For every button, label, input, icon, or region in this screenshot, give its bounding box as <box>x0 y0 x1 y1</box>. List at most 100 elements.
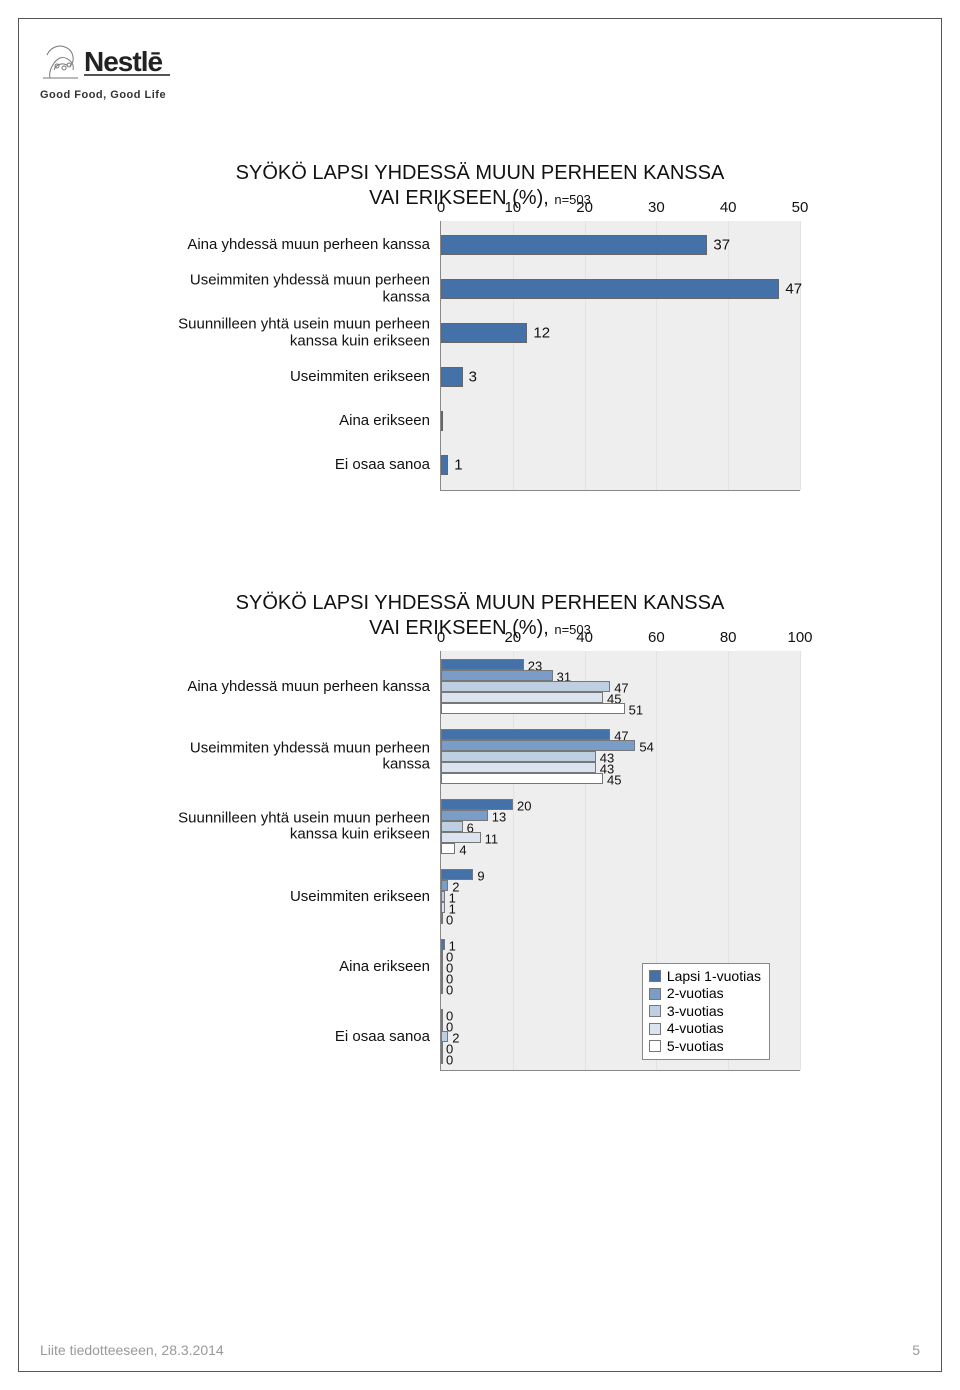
chart1-bar <box>441 411 443 431</box>
legend-item: 5-vuotias <box>649 1038 761 1056</box>
chart1-title-line1: SYÖKÖ LAPSI YHDESSÄ MUUN PERHEEN KANSSA <box>236 162 725 184</box>
chart2-value-label: 9 <box>477 869 484 882</box>
chart2-bar <box>441 681 610 692</box>
legend-label: 2-vuotias <box>667 985 724 1003</box>
footer-page-number: 5 <box>912 1342 920 1358</box>
legend-item: 2-vuotias <box>649 985 761 1003</box>
chart2-bar <box>441 703 625 714</box>
chart1-title: SYÖKÖ LAPSI YHDESSÄ MUUN PERHEEN KANSSA … <box>160 161 800 211</box>
chart1-value-label: 3 <box>469 369 477 386</box>
legend-item: Lapsi 1-vuotias <box>649 968 761 986</box>
chart1-xtick: 40 <box>720 199 737 216</box>
chart1-plot-area: 0102030405037471231 <box>440 221 800 491</box>
legend-swatch <box>649 988 661 1000</box>
chart2-value-label: 51 <box>629 703 643 716</box>
chart1-category-label: Useimmiten yhdessä muun perheen kanssa <box>154 273 430 306</box>
chart2-bar <box>441 902 445 913</box>
chart2-bar <box>441 1053 443 1064</box>
footer-left: Liite tiedotteeseen, 28.3.2014 <box>40 1342 224 1358</box>
chart2-value-label: 0 <box>446 983 453 996</box>
chart2-category-label: Useimmiten yhdessä muun perheen kanssa <box>154 740 430 773</box>
legend-swatch <box>649 1040 661 1052</box>
chart1-bar <box>441 235 707 255</box>
chart2-legend: Lapsi 1-vuotias2-vuotias3-vuotias4-vuoti… <box>642 963 770 1061</box>
chart2-plot-area: 0204060801002331474551475443434520136114… <box>440 651 800 1071</box>
chart1-category-label: Aina erikseen <box>154 413 430 430</box>
chart1-value-label: 37 <box>713 237 730 254</box>
legend-swatch <box>649 970 661 982</box>
chart1-gridline <box>585 221 586 490</box>
chart1-xtick: 30 <box>648 199 665 216</box>
chart2-category-label: Suunnilleen yhtä usein muun perheen kans… <box>154 810 430 843</box>
chart2-bar <box>441 880 448 891</box>
chart1-category-label: Aina yhdessä muun perheen kanssa <box>154 237 430 254</box>
chart2-bar <box>441 659 524 670</box>
chart2-bar <box>441 751 596 762</box>
chart2-gridline <box>800 651 801 1070</box>
legend-label: 4-vuotias <box>667 1020 724 1038</box>
chart2-bar <box>441 821 463 832</box>
chart2-xtick: 100 <box>787 629 812 646</box>
chart2-bar <box>441 729 610 740</box>
chart1-xtick: 10 <box>504 199 521 216</box>
legend-label: 3-vuotias <box>667 1003 724 1021</box>
chart2-value-label: 2 <box>452 1031 459 1044</box>
logo-block: Nestlē Good Food, Good Life <box>40 40 920 101</box>
chart2-value-label: 11 <box>485 832 499 845</box>
chart2-category-label: Aina yhdessä muun perheen kanssa <box>154 678 430 695</box>
chart2-title: SYÖKÖ LAPSI YHDESSÄ MUUN PERHEEN KANSSA … <box>160 591 800 641</box>
chart1-gridline <box>513 221 514 490</box>
chart2-plot: 0204060801002331474551475443434520136114… <box>160 651 800 1101</box>
chart1-bar <box>441 367 463 387</box>
chart1-category-label: Ei osaa sanoa <box>154 457 430 474</box>
chart1-value-label: 1 <box>454 457 462 474</box>
chart1-xtick: 50 <box>792 199 809 216</box>
chart1-value-label: 12 <box>533 325 550 342</box>
chart2-xtick: 80 <box>720 629 737 646</box>
chart2-bar <box>441 891 445 902</box>
chart1-xtick: 0 <box>437 199 445 216</box>
chart2-title-line1: SYÖKÖ LAPSI YHDESSÄ MUUN PERHEEN KANSSA <box>236 592 725 614</box>
page-content: Nestlē Good Food, Good Life SYÖKÖ LAPSI … <box>40 40 920 1101</box>
footer: Liite tiedotteeseen, 28.3.2014 5 <box>40 1342 920 1358</box>
chart2-category-label: Aina erikseen <box>154 958 430 975</box>
chart2-value-label: 54 <box>639 740 653 753</box>
nestle-nest-icon <box>40 40 82 82</box>
logo-tagline: Good Food, Good Life <box>40 89 920 101</box>
chart2-bar <box>441 983 443 994</box>
chart2-bar <box>441 1042 443 1053</box>
chart2-value-label: 20 <box>517 799 531 812</box>
chart1-gridline <box>728 221 729 490</box>
chart2-value-label: 0 <box>446 1053 453 1066</box>
chart1-plot: 0102030405037471231 Aina yhdessä muun pe… <box>160 221 800 521</box>
chart1-category-label: Suunnilleen yhtä usein muun perheen kans… <box>154 317 430 350</box>
chart2-category-label: Ei osaa sanoa <box>154 1028 430 1045</box>
chart2-xtick: 20 <box>504 629 521 646</box>
chart1-bar <box>441 279 779 299</box>
chart1-bar <box>441 455 448 475</box>
chart2-xtick: 60 <box>648 629 665 646</box>
chart2-bar <box>441 810 488 821</box>
chart1-gridline <box>800 221 801 490</box>
chart1-value-label: 47 <box>785 281 802 298</box>
chart2: SYÖKÖ LAPSI YHDESSÄ MUUN PERHEEN KANSSA … <box>160 591 800 1101</box>
chart2-bar <box>441 692 603 703</box>
chart2-bar <box>441 961 443 972</box>
legend-item: 4-vuotias <box>649 1020 761 1038</box>
legend-swatch <box>649 1005 661 1017</box>
chart1: SYÖKÖ LAPSI YHDESSÄ MUUN PERHEEN KANSSA … <box>160 161 800 521</box>
chart2-xtick: 40 <box>576 629 593 646</box>
chart2-title-line2: VAI ERIKSEEN (%), <box>369 617 554 639</box>
chart2-bar <box>441 1009 443 1020</box>
chart2-bar <box>441 950 443 961</box>
chart2-value-label: 13 <box>492 810 506 823</box>
legend-label: Lapsi 1-vuotias <box>667 968 761 986</box>
chart2-value-label: 4 <box>459 843 466 856</box>
chart1-bar <box>441 323 527 343</box>
chart2-value-label: 0 <box>446 913 453 926</box>
chart2-bar <box>441 762 596 773</box>
chart2-bar <box>441 1020 443 1031</box>
legend-label: 5-vuotias <box>667 1038 724 1056</box>
chart2-bar <box>441 773 603 784</box>
chart1-xtick: 20 <box>576 199 593 216</box>
